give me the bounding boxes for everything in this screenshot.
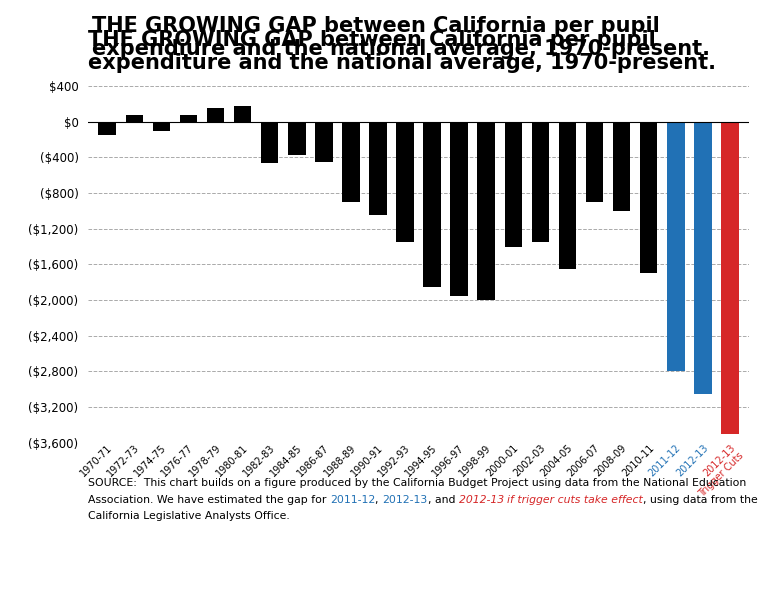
Text: 1984-85: 1984-85 xyxy=(268,443,304,478)
Text: 2002-03: 2002-03 xyxy=(511,443,548,478)
Bar xyxy=(153,122,170,131)
Text: Association. We have estimated the gap for: Association. We have estimated the gap f… xyxy=(88,495,330,505)
Text: 1998-99: 1998-99 xyxy=(458,443,493,478)
Text: 1974-75: 1974-75 xyxy=(133,443,168,478)
Text: 2010-11: 2010-11 xyxy=(620,443,656,478)
Text: 1980-81: 1980-81 xyxy=(214,443,250,478)
Text: 1978-79: 1978-79 xyxy=(187,443,223,478)
Text: THE GROWING GAP between California per pupil
expendiure and the national average: THE GROWING GAP between California per p… xyxy=(92,16,710,59)
Text: 2011-12: 2011-12 xyxy=(647,443,683,478)
Bar xyxy=(233,106,251,122)
Text: California Legislative Analysts Office.: California Legislative Analysts Office. xyxy=(88,511,290,522)
Text: 1982-83: 1982-83 xyxy=(241,443,276,478)
Text: 2004-05: 2004-05 xyxy=(539,443,574,478)
Text: 2012-13: 2012-13 xyxy=(458,495,508,505)
Bar xyxy=(423,122,441,287)
Bar xyxy=(586,122,604,202)
Text: 1990-91: 1990-91 xyxy=(349,443,385,478)
Bar xyxy=(531,122,549,242)
Text: , and: , and xyxy=(428,495,458,505)
Text: 2008-09: 2008-09 xyxy=(593,443,629,478)
Bar xyxy=(342,122,359,202)
Text: 2006-07: 2006-07 xyxy=(566,443,601,478)
Text: 1970-71: 1970-71 xyxy=(78,443,114,478)
Text: ,: , xyxy=(376,495,382,505)
Bar xyxy=(505,122,522,247)
Bar xyxy=(369,122,387,216)
Text: 1972-73: 1972-73 xyxy=(106,443,141,478)
Bar xyxy=(288,122,306,155)
Text: , using data from the: , using data from the xyxy=(643,495,758,505)
Bar xyxy=(478,122,495,300)
Bar xyxy=(180,115,197,122)
Bar xyxy=(98,122,116,135)
Bar xyxy=(558,122,576,268)
Text: 1986-87: 1986-87 xyxy=(295,443,331,478)
Bar xyxy=(667,122,684,371)
Bar xyxy=(640,122,657,273)
Bar xyxy=(315,122,333,162)
Text: SOURCE:  This chart builds on a figure produced by the California Budget Project: SOURCE: This chart builds on a figure pr… xyxy=(88,478,746,488)
Bar xyxy=(207,108,224,122)
Text: 1996-97: 1996-97 xyxy=(431,443,466,478)
Bar xyxy=(125,115,143,122)
Text: 2000-01: 2000-01 xyxy=(485,443,521,478)
Bar xyxy=(613,122,631,211)
Text: 1994-95: 1994-95 xyxy=(403,443,439,478)
Text: 2012-13: 2012-13 xyxy=(674,443,710,478)
Text: 1988-89: 1988-89 xyxy=(323,443,358,478)
Text: THE GROWING GAP between California per pupil
expenditure and the national averag: THE GROWING GAP between California per p… xyxy=(88,30,717,74)
Text: 2012-13: 2012-13 xyxy=(382,495,428,505)
Text: if trigger cuts take effect: if trigger cuts take effect xyxy=(508,495,643,505)
Bar xyxy=(450,122,468,296)
Bar xyxy=(396,122,414,242)
Bar xyxy=(694,122,712,393)
Text: 1992-93: 1992-93 xyxy=(376,443,412,478)
Bar xyxy=(261,122,279,163)
Text: 1976-77: 1976-77 xyxy=(160,443,196,478)
Text: 2012-13
Trigger Cuts: 2012-13 Trigger Cuts xyxy=(688,443,745,500)
Text: 2011-12: 2011-12 xyxy=(330,495,376,505)
Bar xyxy=(721,122,739,434)
